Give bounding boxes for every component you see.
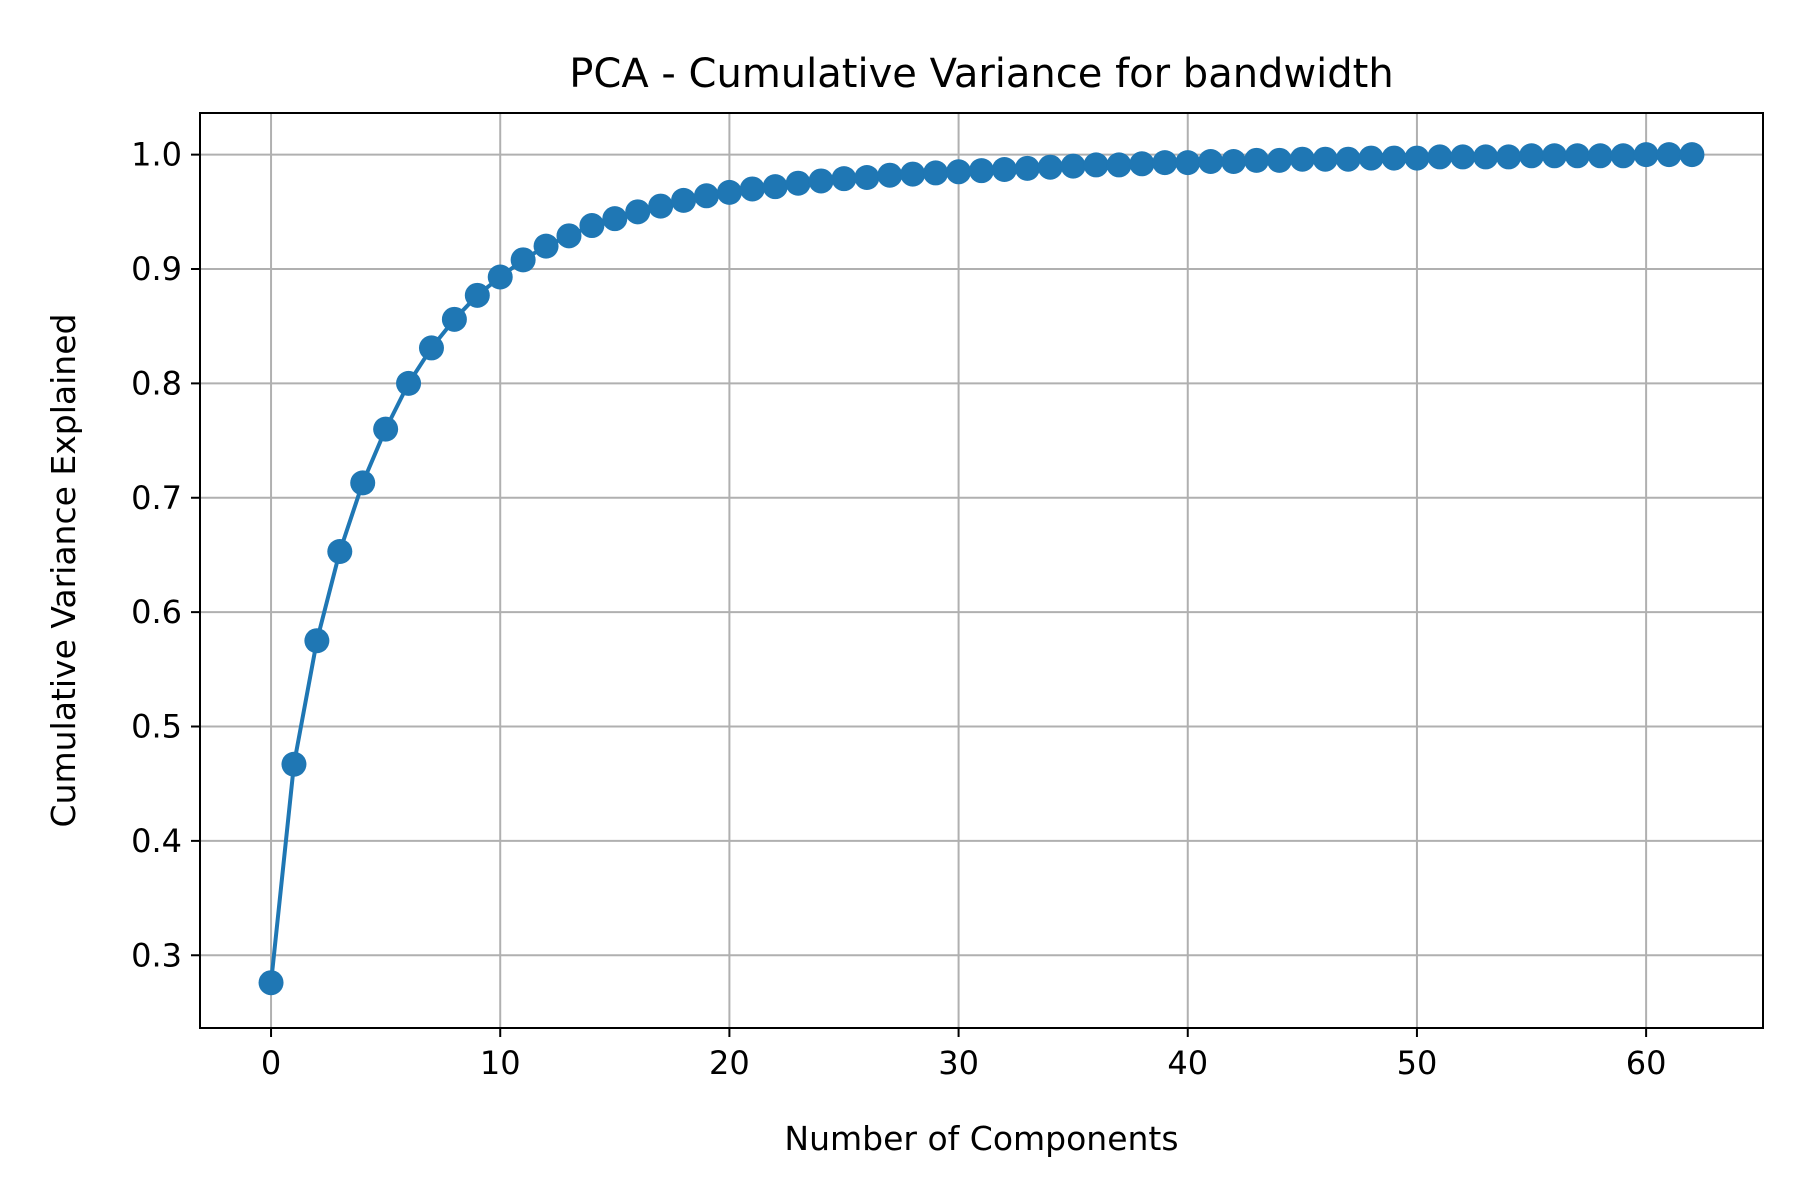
data-point	[464, 282, 490, 308]
data-point	[716, 179, 742, 205]
chart-title: PCA - Cumulative Variance for bandwidth	[569, 51, 1393, 97]
data-point	[1587, 143, 1613, 169]
data-point	[1198, 148, 1224, 174]
data-point	[1221, 148, 1247, 174]
ticks: 0 10 20 30 40 50 60 0.3 0.4 0.5 0.6 0.7 0.8 0.9 1.0	[131, 136, 1666, 1082]
data-point	[808, 168, 834, 194]
series-layer	[258, 142, 1705, 996]
data-point	[1381, 145, 1407, 171]
data-point	[1175, 150, 1201, 176]
data-point	[327, 539, 353, 565]
data-point	[1450, 144, 1476, 170]
data-point	[1473, 144, 1499, 170]
plot-frame	[199, 112, 1764, 1029]
data-point	[1244, 147, 1270, 173]
data-point	[1266, 147, 1292, 173]
data-point	[648, 193, 674, 219]
data-point	[671, 187, 697, 213]
data-point	[1152, 150, 1178, 176]
y-tick-label: 0.5	[131, 708, 182, 746]
x-tick-label: 60	[1626, 1044, 1667, 1082]
y-tick-label: 1.0	[131, 136, 182, 174]
data-point	[1519, 143, 1545, 169]
data-point	[1427, 144, 1453, 170]
data-point	[1633, 142, 1659, 168]
data-point	[350, 470, 376, 496]
data-point	[1541, 143, 1567, 169]
x-tick-label: 30	[938, 1044, 979, 1082]
data-point	[1289, 146, 1315, 172]
x-tick-label: 40	[1167, 1044, 1208, 1082]
y-tick-label: 0.7	[131, 479, 182, 517]
data-point	[1106, 152, 1132, 178]
data-point	[1060, 153, 1086, 179]
data-point	[762, 174, 788, 200]
data-point	[304, 628, 330, 654]
data-point	[441, 306, 467, 332]
grid	[200, 113, 1763, 1028]
data-point	[693, 183, 719, 209]
data-point	[1358, 145, 1384, 171]
data-point	[556, 223, 582, 249]
data-point	[1129, 151, 1155, 177]
y-tick-label: 0.8	[131, 364, 182, 402]
data-point	[373, 416, 399, 442]
data-point	[1014, 155, 1040, 181]
data-point	[1083, 152, 1109, 178]
x-tick-label: 20	[709, 1044, 750, 1082]
data-point	[1564, 143, 1590, 169]
data-point	[258, 970, 284, 996]
y-tick-label: 0.4	[131, 822, 182, 860]
data-point	[396, 370, 422, 396]
data-point	[1335, 146, 1361, 172]
data-point	[1610, 143, 1636, 169]
x-tick-label: 10	[480, 1044, 521, 1082]
y-tick-label: 0.3	[131, 936, 182, 974]
x-tick-label: 0	[261, 1044, 281, 1082]
data-point	[625, 199, 651, 225]
y-tick-label: 0.9	[131, 250, 182, 288]
data-point	[418, 335, 444, 361]
data-point	[579, 213, 605, 239]
data-point	[1404, 145, 1430, 171]
data-point	[969, 158, 994, 184]
data-point	[991, 157, 1017, 183]
data-point	[854, 165, 880, 191]
data-point	[900, 161, 926, 187]
data-point	[946, 159, 972, 185]
data-point	[739, 176, 765, 202]
x-tick-label: 50	[1397, 1044, 1438, 1082]
data-point	[510, 247, 536, 273]
data-point	[487, 264, 513, 290]
x-axis-label: Number of Components	[784, 1119, 1178, 1158]
data-point	[923, 160, 949, 186]
data-point	[1679, 142, 1705, 168]
data-point	[602, 206, 628, 232]
data-point	[831, 166, 857, 192]
data-point	[1312, 146, 1338, 172]
y-tick-label: 0.6	[131, 593, 182, 631]
data-point	[281, 751, 307, 777]
data-point	[785, 170, 811, 196]
data-point	[1496, 144, 1522, 170]
data-point	[533, 233, 559, 259]
data-point	[877, 162, 903, 188]
data-point	[1656, 142, 1682, 168]
y-axis-label: Cumulative Variance Explained	[44, 314, 83, 828]
data-point	[1037, 154, 1063, 180]
